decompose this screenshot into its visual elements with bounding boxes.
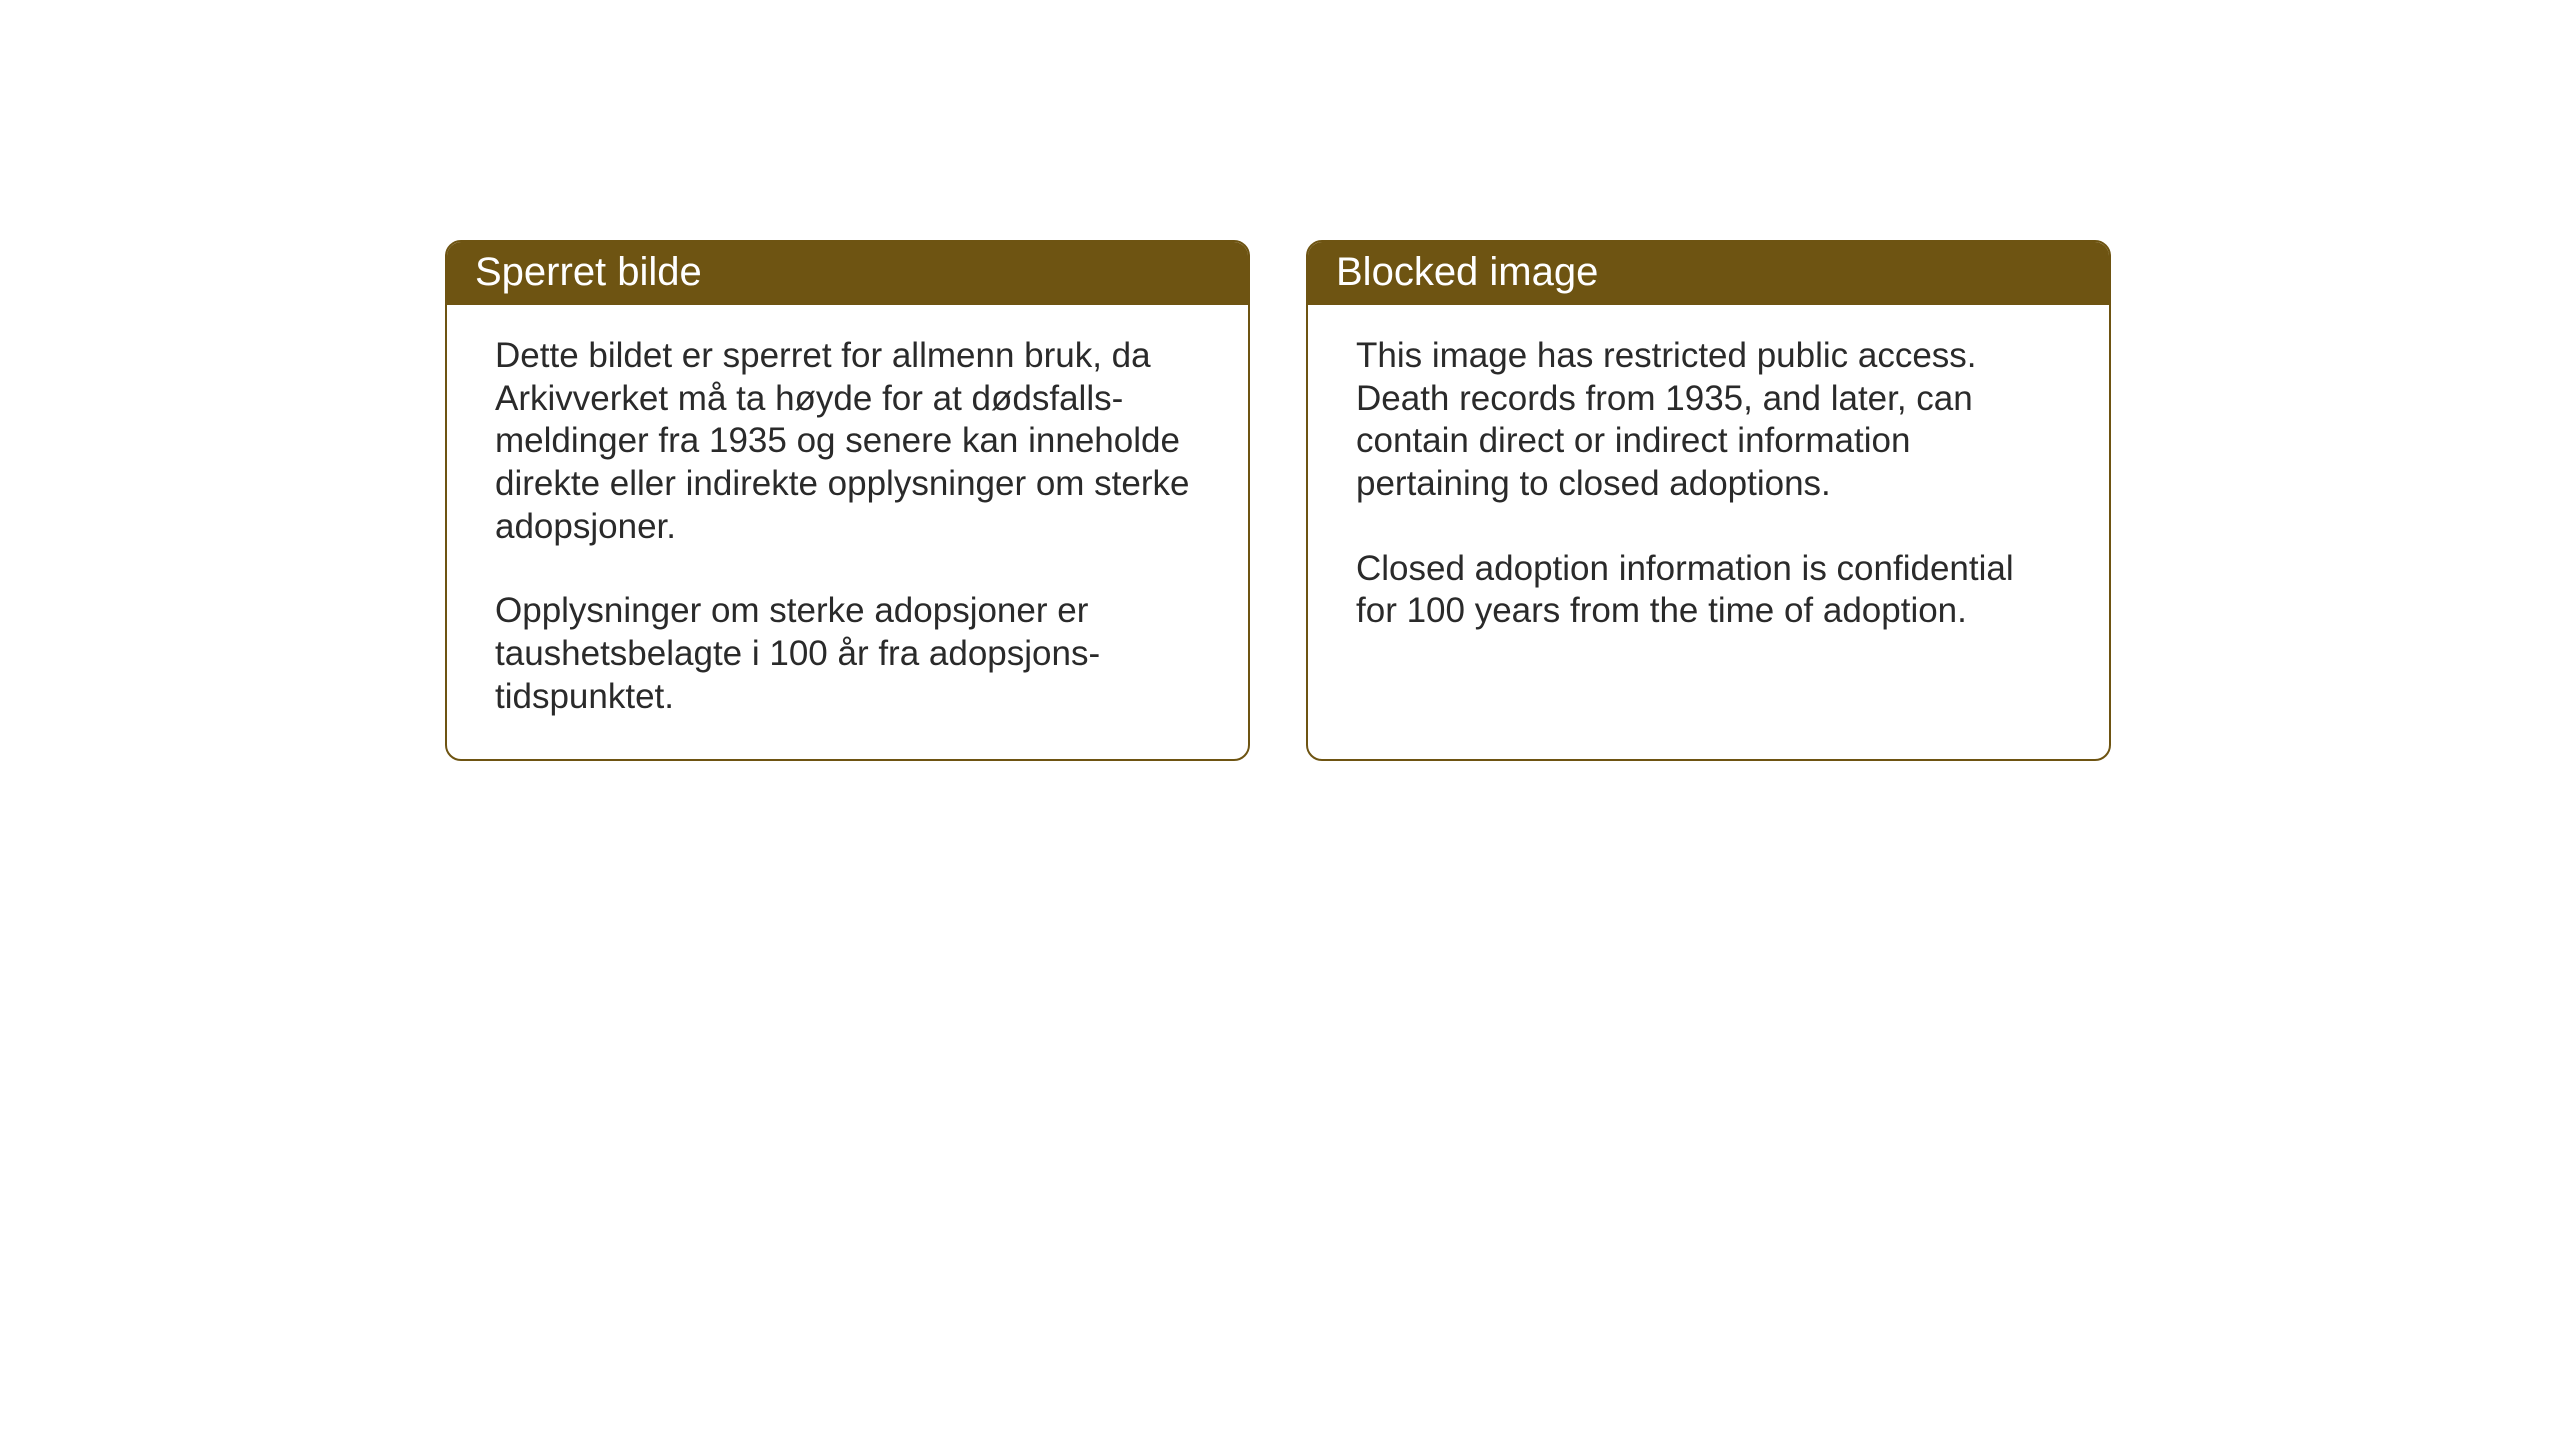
norwegian-paragraph-2: Opplysninger om sterke adopsjoner er tau… [495, 590, 1200, 718]
english-paragraph-2: Closed adoption information is confident… [1356, 548, 2061, 633]
english-card-body: This image has restricted public access.… [1308, 305, 2109, 673]
norwegian-card-title: Sperret bilde [447, 242, 1248, 305]
english-paragraph-1: This image has restricted public access.… [1356, 335, 2061, 506]
english-notice-card: Blocked image This image has restricted … [1306, 240, 2111, 761]
norwegian-card-body: Dette bildet er sperret for allmenn bruk… [447, 305, 1248, 759]
norwegian-notice-card: Sperret bilde Dette bildet er sperret fo… [445, 240, 1250, 761]
english-card-title: Blocked image [1308, 242, 2109, 305]
notice-cards-container: Sperret bilde Dette bildet er sperret fo… [445, 240, 2111, 761]
norwegian-paragraph-1: Dette bildet er sperret for allmenn bruk… [495, 335, 1200, 548]
